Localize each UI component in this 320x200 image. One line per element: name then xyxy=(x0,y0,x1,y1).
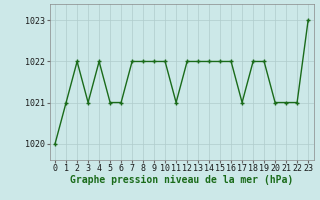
X-axis label: Graphe pression niveau de la mer (hPa): Graphe pression niveau de la mer (hPa) xyxy=(70,175,293,185)
